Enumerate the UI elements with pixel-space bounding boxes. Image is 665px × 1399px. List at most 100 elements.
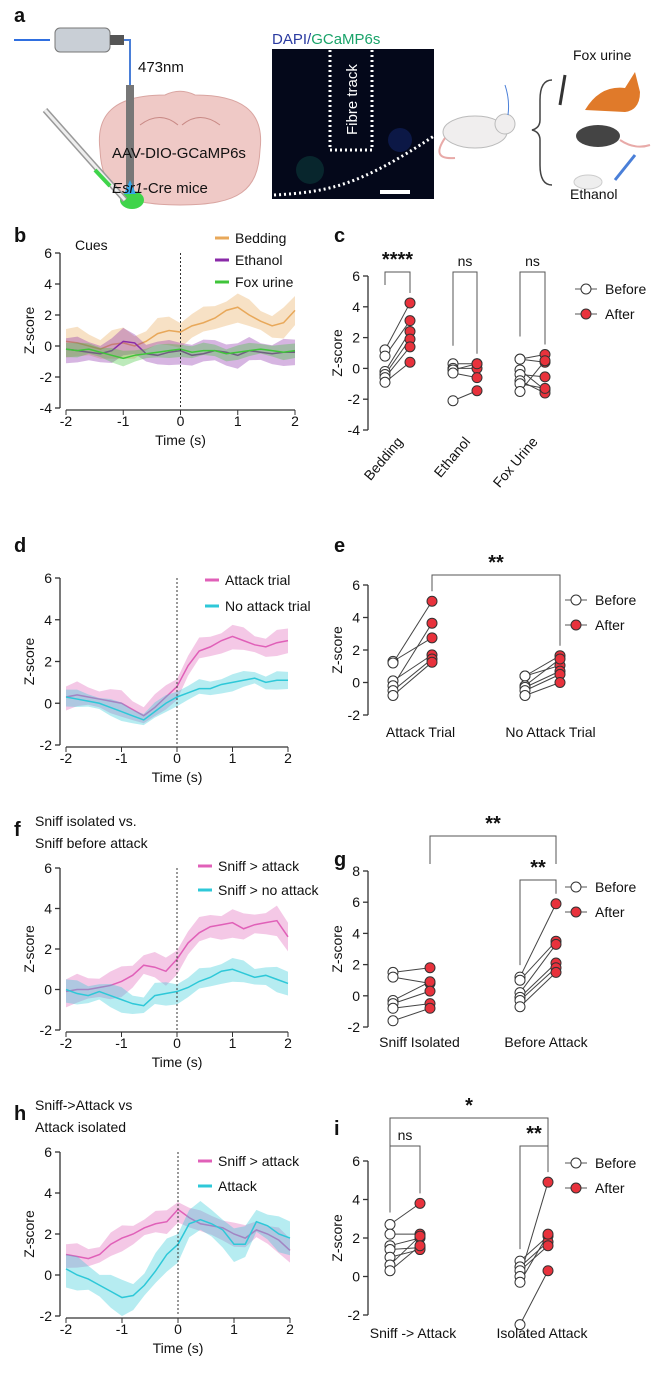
- y-tick-label: 0: [44, 338, 52, 354]
- significance-bracket: [519, 879, 557, 966]
- fox-icon: [558, 72, 640, 112]
- pair-line: [524, 658, 561, 687]
- pair-line: [392, 976, 431, 984]
- pair-line: [524, 670, 561, 688]
- chart-h: h Sniff->Attack vs Attack isolated Sniff > …: [14, 1097, 300, 1356]
- legend-label: After: [595, 1180, 625, 1196]
- fibre-track-label: Fibre track: [344, 64, 361, 135]
- panel-label-a: a: [14, 5, 26, 27]
- before-point: [514, 1001, 526, 1013]
- after-point: [404, 315, 416, 327]
- y-axis-label: Z-score: [21, 307, 37, 355]
- category-label: No Attack Trial: [505, 724, 595, 740]
- pair-line: [519, 903, 557, 978]
- x-tick-label: -1: [115, 1035, 128, 1051]
- x-tick-label: -2: [60, 750, 73, 766]
- legend-before-marker: [570, 881, 582, 893]
- after-point: [426, 595, 438, 607]
- y-tick-label: 4: [44, 901, 52, 917]
- legend-after-marker: [570, 1182, 582, 1194]
- after-point: [424, 962, 436, 974]
- y-axis-label: Z-score: [329, 329, 345, 377]
- y-tick-label: 2: [352, 642, 360, 658]
- x-tick-label: 0: [177, 413, 185, 429]
- y-tick-label: 0: [352, 675, 360, 691]
- x-tick-label: 1: [234, 413, 242, 429]
- pair-line: [524, 664, 561, 677]
- legend-label: No attack trial: [225, 598, 311, 614]
- wavelength-label: 473nm: [138, 59, 184, 76]
- significance-label: *: [465, 1095, 473, 1117]
- y-tick-label: -2: [348, 1307, 361, 1323]
- y-tick-label: -2: [348, 707, 361, 723]
- before-point: [514, 1276, 526, 1288]
- y-tick-label: -2: [348, 391, 361, 407]
- chart-d: d Attack trial No attack trial 6 4 2 0 -2 Z-scor…: [14, 535, 311, 785]
- y-tick-label: 6: [352, 1153, 360, 1169]
- legend-after-marker: [580, 308, 592, 320]
- after-point: [414, 1197, 426, 1209]
- brain-section-icon: [98, 85, 262, 209]
- after-point: [426, 632, 438, 644]
- legend-label: Bedding: [235, 230, 286, 246]
- y-tick-label: 6: [352, 894, 360, 910]
- y-tick-label: 6: [44, 1144, 52, 1160]
- chart-title-line: Sniff isolated vs.: [35, 813, 137, 829]
- significance-bracket: [519, 1145, 549, 1250]
- legend-label: Before: [595, 1155, 636, 1171]
- x-axis-label: Time (s): [152, 769, 203, 785]
- legend-label: Fox urine: [235, 274, 294, 290]
- legend-label: After: [595, 904, 625, 920]
- y-tick-label: 4: [352, 610, 360, 626]
- after-point: [404, 297, 416, 309]
- before-point: [387, 690, 399, 701]
- panel-label-c: c: [334, 225, 345, 247]
- after-point: [550, 938, 562, 950]
- y-tick-label: 4: [44, 612, 52, 628]
- legend-label: Attack trial: [225, 572, 290, 588]
- legend-after-marker: [570, 619, 582, 631]
- y-tick-label: 0: [44, 982, 52, 998]
- y-axis-label: Z-score: [21, 1210, 37, 1258]
- y-tick-label: 6: [352, 268, 360, 284]
- pair-line: [392, 981, 431, 1001]
- category-label: Isolated Attack: [496, 1325, 588, 1341]
- cue-ethanol-label: Ethanol: [570, 186, 617, 202]
- x-tick-label: 2: [284, 1035, 292, 1051]
- dropper-icon: [573, 154, 637, 190]
- panel-label-h: h: [14, 1103, 26, 1125]
- y-tick-label: 2: [352, 330, 360, 346]
- x-tick-label: 2: [286, 1321, 294, 1337]
- significance-bracket: [384, 271, 411, 293]
- sem-band-attack: [66, 1200, 290, 1317]
- panel-a: a 473nm AAV-DIO-GCaMP6s Esr1-Cre mice DA…: [14, 5, 651, 209]
- y-tick-label: -2: [348, 1019, 361, 1035]
- y-tick-label: 4: [352, 299, 360, 315]
- virus-label: AAV-DIO-GCaMP6s: [112, 145, 246, 162]
- significance-label: **: [488, 552, 504, 574]
- pair-line: [392, 637, 433, 662]
- legend-label: After: [605, 306, 635, 322]
- significance-bracket: [452, 271, 478, 354]
- series-line-no-attack-trial: [65, 677, 288, 721]
- pair-line: [519, 967, 557, 1001]
- category-label: Fox Urine: [490, 433, 541, 490]
- y-axis-label: Z-score: [21, 638, 37, 686]
- x-tick-label: 0: [173, 750, 181, 766]
- x-tick-label: 1: [229, 1035, 237, 1051]
- legend-before-marker: [580, 283, 592, 295]
- pair-line: [392, 967, 431, 973]
- y-tick-label: 6: [44, 245, 52, 261]
- chart-title-line: Sniff before attack: [35, 835, 149, 851]
- significance-bracket: [389, 1117, 549, 1146]
- before-point: [514, 974, 526, 986]
- panel-label-d: d: [14, 535, 26, 557]
- light-source-icon: [54, 27, 131, 85]
- legend-before-marker: [570, 594, 582, 606]
- pair-line: [392, 661, 433, 696]
- y-axis-label: Z-score: [329, 925, 345, 973]
- y-tick-label: 2: [44, 654, 52, 670]
- pair-line: [389, 1235, 421, 1266]
- x-tick-label: 1: [229, 750, 237, 766]
- after-point: [554, 677, 566, 688]
